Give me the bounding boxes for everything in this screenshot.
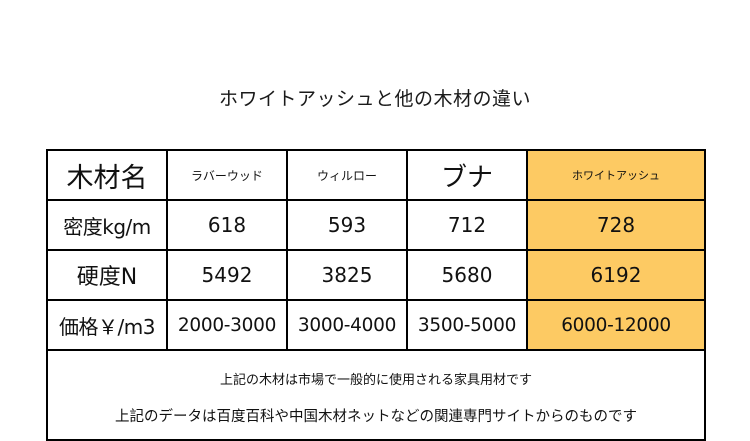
table-cell: 712 xyxy=(406,199,528,251)
header-wood-white-ash: ホワイトアッシュ xyxy=(526,149,706,201)
notes-cell: 上記の木材は市場で一般的に使用される家具用材です 上記のデータは百度百科や中国木… xyxy=(46,349,706,441)
table-header-row: 木材名 ラバーウッド ウィルロー ブナ ホワイトアッシュ xyxy=(46,149,706,201)
header-wood-rubberwood: ラバーウッド xyxy=(166,149,288,201)
row-label-density: 密度kg/m xyxy=(46,199,168,251)
row-label-hardness: 硬度N xyxy=(46,249,168,301)
table-cell-highlight: 6000-12000 xyxy=(526,299,706,351)
table-cell-highlight: 6192 xyxy=(526,249,706,301)
header-label: 木材名 xyxy=(46,149,168,201)
comparison-table: 木材名 ラバーウッド ウィルロー ブナ ホワイトアッシュ 密度kg/m 618 … xyxy=(46,149,706,441)
table-row: 硬度N 5492 3825 5680 6192 xyxy=(46,249,706,301)
note-line: 上記の木材は市場で一般的に使用される家具用材です xyxy=(219,373,532,388)
table-cell: 618 xyxy=(166,199,288,251)
table-cell: 3500-5000 xyxy=(406,299,528,351)
header-wood-willow: ウィルロー xyxy=(286,149,408,201)
table-cell: 5680 xyxy=(406,249,528,301)
table-cell: 2000-3000 xyxy=(166,299,288,351)
note-line: 上記のデータは百度百科や中国木材ネットなどの関連専門サイトからのものです xyxy=(115,409,637,425)
table-row: 密度kg/m 618 593 712 728 xyxy=(46,199,706,251)
table-cell: 5492 xyxy=(166,249,288,301)
table-cell: 3825 xyxy=(286,249,408,301)
page-title: ホワイトアッシュと他の木材の違い xyxy=(218,88,531,110)
notes-row: 上記の木材は市場で一般的に使用される家具用材です 上記のデータは百度百科や中国木… xyxy=(46,349,706,441)
table-cell: 593 xyxy=(286,199,408,251)
table-cell-highlight: 728 xyxy=(526,199,706,251)
table-cell: 3000-4000 xyxy=(286,299,408,351)
row-label-price: 価格￥/m3 xyxy=(46,299,168,351)
table-row: 価格￥/m3 2000-3000 3000-4000 3500-5000 600… xyxy=(46,299,706,351)
header-wood-beech: ブナ xyxy=(406,149,528,201)
